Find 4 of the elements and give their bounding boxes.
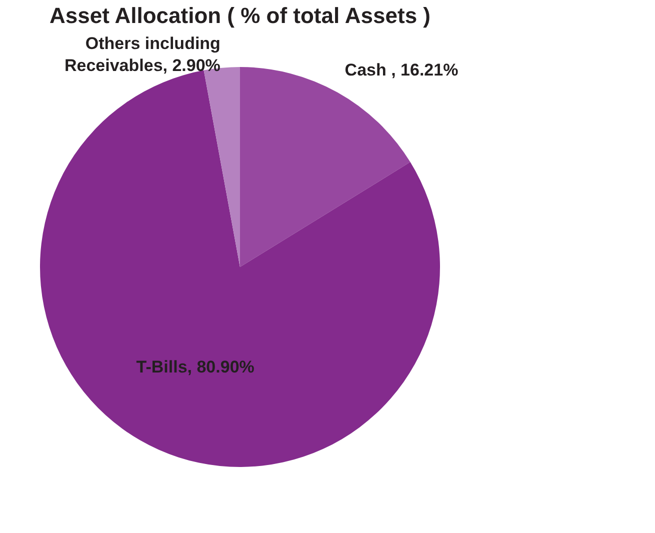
slice-label: T-Bills, 80.90% <box>136 358 254 377</box>
slice-label: Others including Receivables, 2.90% <box>64 34 220 75</box>
chart-title: Asset Allocation ( % of total Assets ) <box>50 3 430 28</box>
slice-label: Cash , 16.21% <box>344 60 458 80</box>
